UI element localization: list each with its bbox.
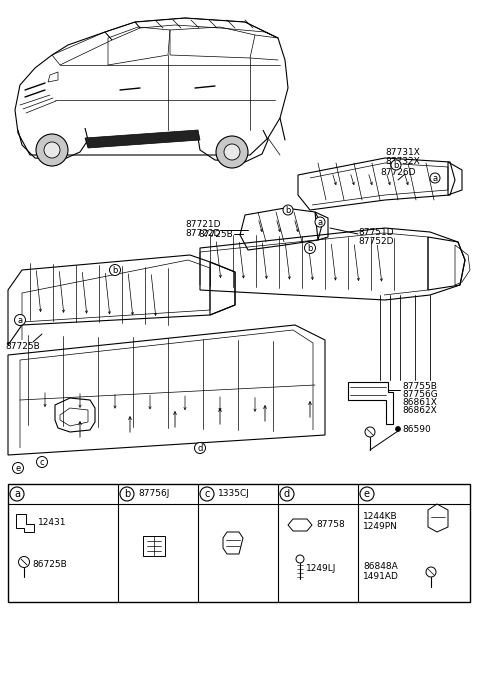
- Circle shape: [224, 144, 240, 160]
- Circle shape: [109, 264, 120, 275]
- Text: 1335CJ: 1335CJ: [218, 489, 250, 498]
- Text: 1244KB: 1244KB: [363, 512, 397, 521]
- Polygon shape: [85, 130, 200, 148]
- Circle shape: [194, 443, 205, 453]
- Text: 87732X: 87732X: [385, 157, 420, 166]
- Text: b: b: [393, 160, 399, 169]
- Text: 87758: 87758: [316, 520, 345, 529]
- Text: 87731X: 87731X: [385, 148, 420, 157]
- Text: 1249LJ: 1249LJ: [306, 564, 336, 573]
- Circle shape: [14, 314, 25, 325]
- Circle shape: [36, 134, 68, 166]
- Text: 87726D: 87726D: [380, 168, 416, 177]
- Circle shape: [36, 456, 48, 467]
- Text: 86590: 86590: [402, 425, 431, 434]
- Text: 87751D: 87751D: [358, 228, 394, 237]
- Text: 87755B: 87755B: [402, 382, 437, 391]
- Bar: [143, 536, 165, 556]
- Text: a: a: [317, 218, 323, 227]
- Text: 87725B: 87725B: [198, 229, 233, 238]
- Circle shape: [200, 487, 214, 501]
- Text: 12431: 12431: [38, 518, 67, 527]
- Text: b: b: [112, 266, 118, 275]
- Circle shape: [216, 136, 248, 168]
- Text: 86725B: 86725B: [32, 560, 67, 569]
- Circle shape: [12, 462, 24, 473]
- Text: 87756G: 87756G: [402, 390, 438, 399]
- Circle shape: [315, 217, 325, 227]
- Circle shape: [360, 487, 374, 501]
- Text: c: c: [204, 489, 210, 499]
- Text: b: b: [307, 243, 312, 253]
- Text: 87725B: 87725B: [5, 342, 40, 351]
- Circle shape: [391, 160, 401, 170]
- Text: 87752D: 87752D: [358, 237, 394, 246]
- Text: e: e: [15, 464, 21, 473]
- Circle shape: [120, 487, 134, 501]
- Circle shape: [430, 173, 440, 183]
- Text: c: c: [40, 458, 44, 466]
- Text: a: a: [17, 316, 23, 325]
- Text: b: b: [285, 206, 291, 214]
- Circle shape: [304, 242, 315, 253]
- Text: a: a: [14, 489, 20, 499]
- Bar: [8, 484, 470, 602]
- Text: 86862X: 86862X: [402, 406, 437, 415]
- Text: 1491AD: 1491AD: [363, 572, 399, 581]
- Text: 87721D: 87721D: [185, 220, 220, 229]
- Text: a: a: [432, 173, 438, 182]
- Circle shape: [10, 487, 24, 501]
- Text: d: d: [284, 489, 290, 499]
- Text: b: b: [124, 489, 130, 499]
- Text: 87722D: 87722D: [185, 229, 220, 238]
- Text: e: e: [364, 489, 370, 499]
- Text: 1249PN: 1249PN: [363, 522, 398, 531]
- Circle shape: [396, 427, 400, 432]
- Text: 86861X: 86861X: [402, 398, 437, 407]
- Circle shape: [280, 487, 294, 501]
- Circle shape: [283, 205, 293, 215]
- Text: 87756J: 87756J: [138, 489, 169, 498]
- Text: 86848A: 86848A: [363, 562, 398, 571]
- Circle shape: [44, 142, 60, 158]
- Text: d: d: [197, 443, 203, 453]
